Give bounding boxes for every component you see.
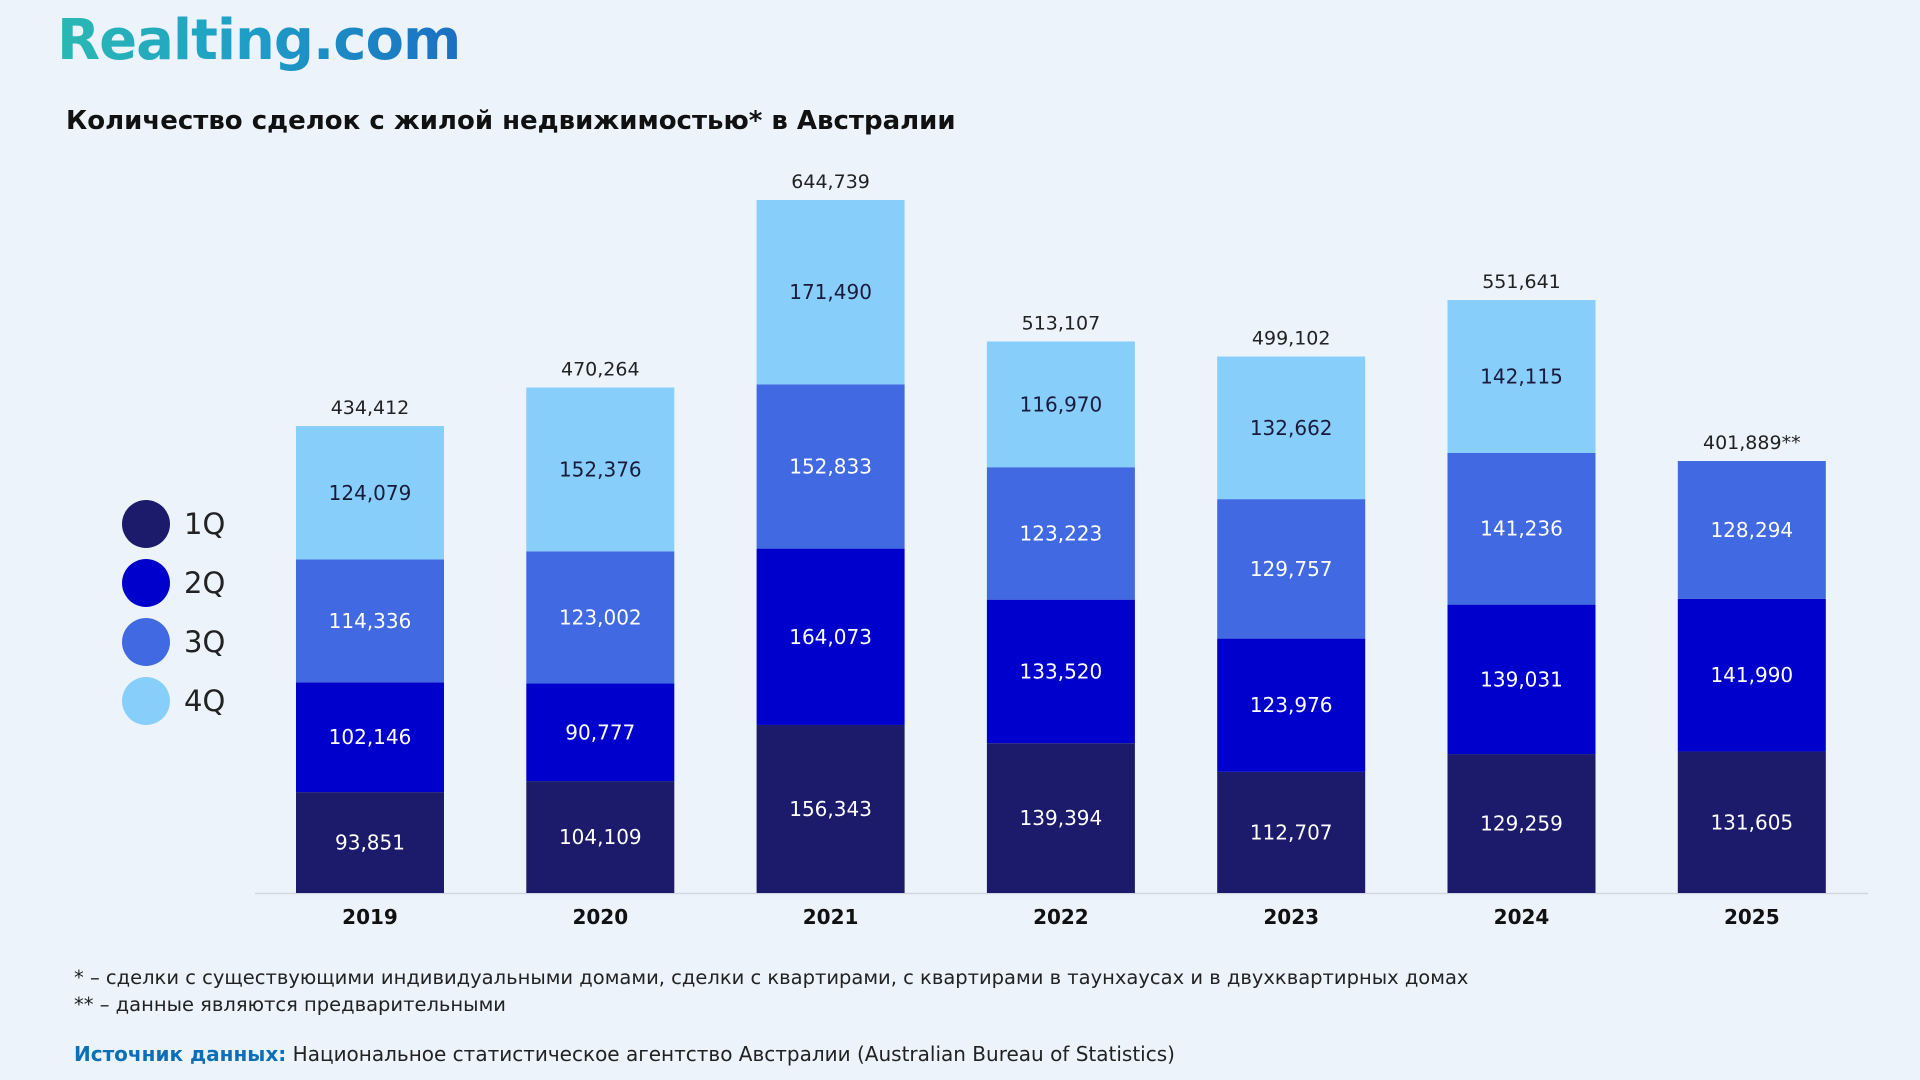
segment-label-2q-2019: 102,146	[329, 725, 412, 749]
bar-segment-3q-2020	[526, 551, 675, 684]
segment-label-3q-2025: 128,294	[1710, 518, 1793, 542]
bar-segment-3q-2022	[986, 467, 1135, 600]
segment-label-1q-2020: 104,109	[559, 825, 642, 849]
bar-segment-3q-2019	[296, 559, 444, 683]
legend-swatch-3q	[122, 618, 170, 666]
segment-label-1q-2019: 93,851	[335, 831, 405, 855]
x-tick-label-2024: 2024	[1494, 905, 1550, 929]
bar-segment-3q-2025	[1677, 461, 1826, 599]
legend-label-1q: 1Q	[184, 507, 226, 541]
segment-label-4q-2023: 132,662	[1250, 416, 1333, 440]
bar-segment-4q-2022	[986, 341, 1135, 468]
chart-legend: 1Q 2Q 3Q 4Q	[122, 500, 225, 736]
segment-label-1q-2022: 139,394	[1020, 806, 1103, 830]
bar-segment-2q-2021	[756, 548, 905, 725]
segment-label-4q-2024: 142,115	[1480, 364, 1563, 388]
legend-label-2q: 2Q	[184, 566, 226, 600]
segment-label-1q-2021: 156,343	[789, 797, 872, 821]
bar-segment-3q-2021	[756, 384, 905, 549]
segment-label-3q-2021: 152,833	[789, 454, 872, 478]
stacked-bar-chart: 93,851 102,146 114,336 124,079 434,412 2019 10…	[255, 171, 1868, 929]
segment-label-4q-2019: 124,079	[329, 481, 412, 505]
segment-label-3q-2024: 141,236	[1480, 517, 1563, 541]
segment-label-1q-2025: 131,605	[1710, 810, 1793, 834]
legend-swatch-1q	[122, 500, 170, 548]
bar-segment-4q-2019	[296, 426, 444, 560]
segment-label-4q-2022: 116,970	[1020, 392, 1103, 416]
bar-segment-3q-2023	[1217, 499, 1366, 639]
legend-label-3q: 3Q	[184, 625, 226, 659]
footnote-1: * – сделки с существующими индивидуальны…	[74, 966, 1469, 989]
x-tick-label-2020: 2020	[572, 905, 628, 929]
bar-segment-2q-2023	[1217, 638, 1366, 772]
total-label-2022: 513,107	[1022, 312, 1101, 334]
bar-segment-1q-2022	[986, 743, 1135, 893]
bar-segment-1q-2025	[1677, 751, 1826, 893]
segment-label-2q-2021: 164,073	[789, 625, 872, 649]
brand-logo: Realting.com	[57, 8, 461, 73]
segment-label-2q-2024: 139,031	[1480, 667, 1563, 691]
segment-label-1q-2023: 112,707	[1250, 820, 1333, 844]
segment-label-3q-2020: 123,002	[559, 605, 642, 629]
bar-segment-2q-2022	[986, 599, 1135, 744]
segment-label-3q-2019: 114,336	[329, 609, 412, 633]
segment-label-2q-2020: 90,777	[565, 720, 635, 744]
total-label-2024: 551,641	[1482, 271, 1561, 293]
bar-segment-1q-2021	[756, 724, 905, 893]
bar-segment-3q-2024	[1447, 452, 1596, 605]
bar-segment-1q-2020	[526, 781, 675, 893]
legend-swatch-4q	[122, 677, 170, 725]
legend-item-4q: 4Q	[122, 677, 225, 725]
segment-label-4q-2021: 171,490	[789, 280, 872, 304]
x-tick-label-2025: 2025	[1724, 905, 1780, 929]
bar-segment-2q-2020	[526, 683, 675, 782]
source-text: Национальное статистическое агентство Ав…	[286, 1042, 1175, 1066]
bar-segment-4q-2020	[526, 387, 675, 552]
legend-item-2q: 2Q	[122, 559, 225, 607]
source-label: Источник данных:	[74, 1042, 287, 1066]
x-tick-label-2021: 2021	[803, 905, 859, 929]
x-tick-label-2023: 2023	[1263, 905, 1319, 929]
footnotes: * – сделки с существующими индивидуальны…	[74, 964, 1468, 1018]
segment-label-3q-2023: 129,757	[1250, 557, 1333, 581]
x-tick-label-2019: 2019	[342, 905, 398, 929]
bar-segment-4q-2023	[1217, 356, 1366, 500]
bar-segment-1q-2024	[1447, 754, 1596, 893]
legend-label-4q: 4Q	[184, 684, 226, 718]
segment-label-2q-2023: 123,976	[1250, 693, 1333, 717]
legend-item-3q: 3Q	[122, 618, 225, 666]
segment-label-1q-2024: 129,259	[1480, 812, 1563, 836]
bar-segment-4q-2021	[756, 200, 905, 385]
bar-segment-2q-2024	[1447, 604, 1596, 755]
total-label-2020: 470,264	[561, 359, 640, 381]
segment-label-4q-2020: 152,376	[559, 457, 642, 481]
chart-title: Количество сделок с жилой недвижимостью*…	[66, 106, 956, 136]
data-source: Источник данных: Национальное статистиче…	[74, 1042, 1175, 1066]
bar-segment-1q-2023	[1217, 771, 1366, 893]
segment-label-2q-2025: 141,990	[1710, 663, 1793, 687]
total-label-2021: 644,739	[791, 171, 870, 193]
total-label-2023: 499,102	[1252, 328, 1331, 350]
legend-item-1q: 1Q	[122, 500, 225, 548]
bar-segment-2q-2025	[1677, 598, 1826, 752]
x-tick-label-2022: 2022	[1033, 905, 1089, 929]
legend-swatch-2q	[122, 559, 170, 607]
footnote-2: ** – данные являются предварительными	[74, 993, 506, 1016]
total-label-2025: 401,889**	[1703, 432, 1801, 454]
bar-segment-1q-2019	[296, 792, 444, 893]
total-label-2019: 434,412	[331, 397, 410, 419]
bar-segment-4q-2024	[1447, 300, 1596, 453]
bar-segment-2q-2019	[296, 682, 444, 793]
segment-label-3q-2022: 123,223	[1020, 521, 1103, 545]
segment-label-2q-2022: 133,520	[1020, 659, 1103, 683]
